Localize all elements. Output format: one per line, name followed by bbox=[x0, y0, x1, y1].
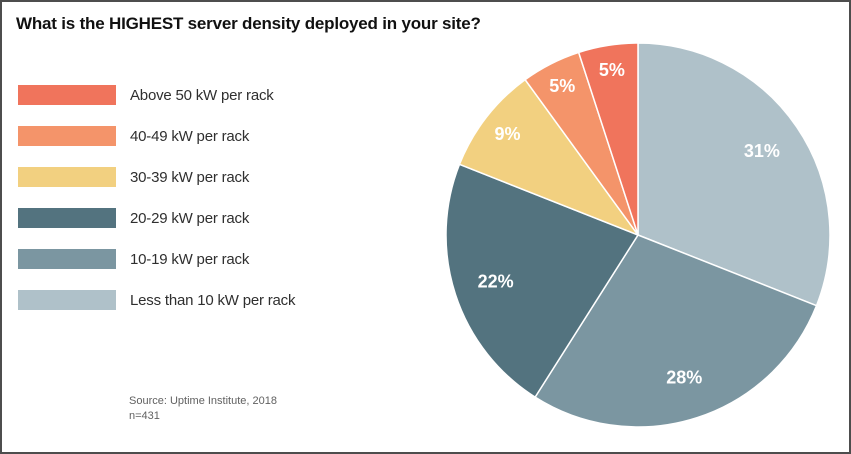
legend-item-20-29: 20-29 kW per rack bbox=[18, 208, 249, 228]
pie-slice bbox=[637, 42, 831, 307]
legend-label: 40-49 kW per rack bbox=[130, 127, 250, 145]
pie-slice bbox=[534, 234, 818, 428]
pie-chart-svg: 31% 28% 22% 9% 5% 5% bbox=[445, 42, 831, 428]
source-line: Source: Uptime Institute, 2018 bbox=[129, 395, 277, 407]
pie-slice bbox=[577, 42, 639, 236]
pie-slice bbox=[445, 163, 639, 398]
legend-label: 30-39 kW per rack bbox=[130, 168, 250, 186]
legend-item-10-19: 10-19 kW per rack bbox=[18, 249, 249, 269]
legend-item-30-39: 30-39 kW per rack bbox=[18, 167, 249, 187]
legend-label: 20-29 kW per rack bbox=[130, 209, 250, 227]
pie-slice-value-label: 5% bbox=[599, 60, 625, 80]
legend-swatch bbox=[18, 85, 116, 105]
legend-swatch bbox=[18, 167, 116, 187]
legend-label: Less than 10 kW per rack bbox=[130, 291, 296, 309]
legend-item-less-than-10: Less than 10 kW per rack bbox=[18, 290, 295, 310]
legend-swatch bbox=[18, 249, 116, 269]
legend-label: Above 50 kW per rack bbox=[130, 86, 274, 104]
pie-chart: 31% 28% 22% 9% 5% 5% bbox=[438, 35, 838, 435]
legend-item-above-50: Above 50 kW per rack bbox=[18, 85, 274, 105]
pie-slice-value-label: 9% bbox=[494, 124, 520, 144]
legend-swatch bbox=[18, 208, 116, 228]
chart-title: What is the HIGHEST server density deplo… bbox=[16, 14, 481, 33]
pie-slice-value-label: 28% bbox=[666, 367, 702, 387]
legend-swatch bbox=[18, 126, 116, 146]
pie-slice-value-label: 31% bbox=[744, 141, 780, 161]
pie-slice bbox=[458, 78, 639, 236]
pie-slice-value-label: 22% bbox=[478, 271, 514, 291]
legend-label: 10-19 kW per rack bbox=[130, 250, 250, 268]
pie-slice-value-label: 5% bbox=[549, 76, 575, 96]
legend-swatch bbox=[18, 290, 116, 310]
sample-size: n=431 bbox=[129, 409, 160, 422]
source-note: Source: Uptime Institute, 2018 n=431 bbox=[129, 394, 277, 424]
legend-item-40-49: 40-49 kW per rack bbox=[18, 126, 249, 146]
